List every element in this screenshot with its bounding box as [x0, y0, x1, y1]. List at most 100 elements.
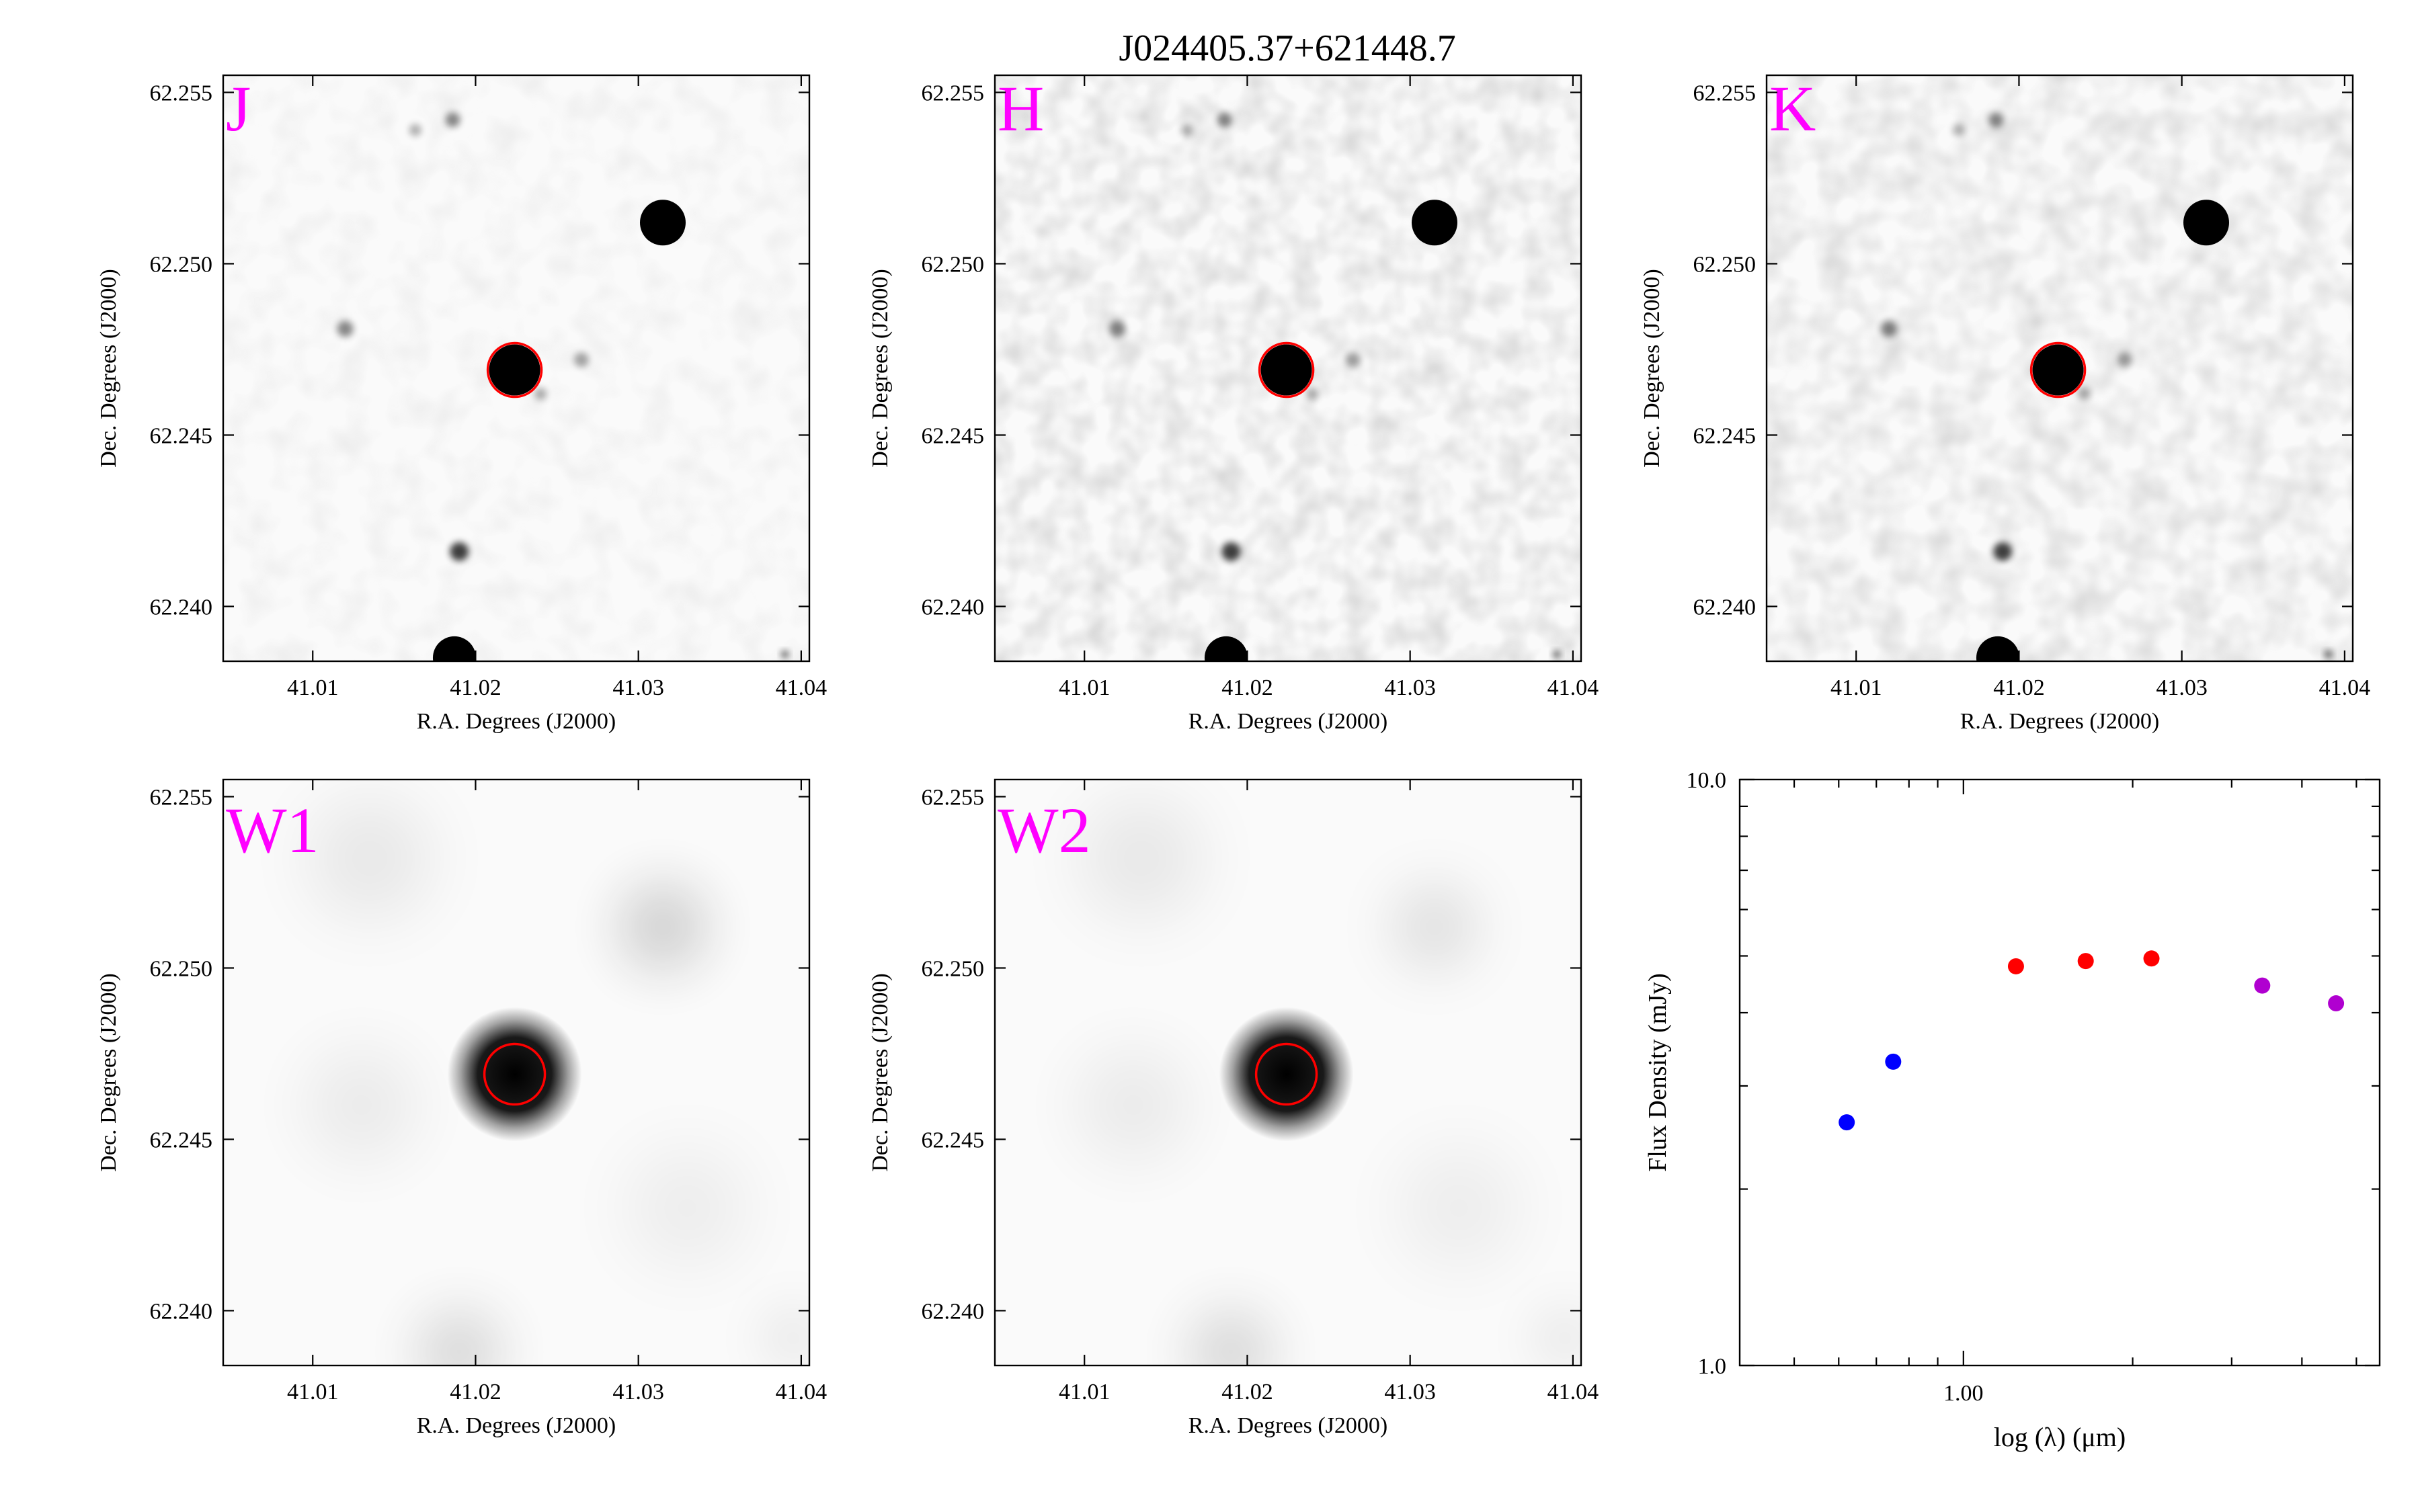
data-point-series2-1: [2007, 958, 2024, 974]
star-9: [780, 650, 789, 659]
panel-j: J 41.01 41.02 41.03 41.04 62.240 62.245 62.250 6…: [96, 73, 827, 734]
xtick-label: 41.04: [776, 675, 828, 700]
axes-frame: [1765, 74, 2354, 663]
data-point-series2-3: [2143, 950, 2160, 967]
star-2: [432, 636, 476, 661]
xtick-label: 41.03: [612, 675, 664, 700]
y-axis-label: Dec. Degrees (J2000): [868, 973, 893, 1172]
axes-frame: [1738, 778, 2381, 1367]
faint-source-4: [1524, 1298, 1581, 1366]
image-w1: [223, 780, 809, 1366]
star-7: [409, 124, 421, 136]
y-axis-label: Dec. Degrees (J2000): [868, 269, 893, 468]
xtick-label: 41.03: [1384, 675, 1436, 700]
xtick-label: 41.02: [450, 1380, 501, 1404]
ytick-label: 1.0: [1698, 1354, 1727, 1379]
xtick-label: 41.04: [776, 1380, 828, 1404]
target-aperture: [1258, 341, 1315, 398]
star-7: [1952, 124, 1965, 136]
panel-sed: 1.00 1.0 10.0 log (λ) (μm) Flux Density (mJy…: [1644, 768, 2381, 1452]
ytick-label: 62.250: [922, 252, 985, 277]
ytick-label: 62.240: [150, 595, 213, 620]
band-label-w1: W1: [226, 794, 319, 866]
faint-source-1: [1371, 863, 1498, 991]
star-5: [573, 352, 589, 368]
ytick-label: 62.240: [1693, 595, 1757, 620]
ytick-label: 62.240: [150, 1299, 213, 1324]
y-axis-label: Dec. Degrees (J2000): [1640, 269, 1664, 468]
band-label-h: H: [998, 73, 1044, 144]
star-5: [1345, 352, 1361, 368]
y-axis-label: Flux Density (mJy): [1644, 973, 1672, 1172]
ytick-label: 62.250: [1693, 252, 1757, 277]
x-axis-label: log (λ) (μm): [1994, 1422, 2126, 1452]
ytick-label: 62.250: [922, 956, 985, 981]
faint-source-2: [399, 1291, 520, 1366]
y-axis-label: Dec. Degrees (J2000): [96, 269, 121, 468]
ytick-label: 62.245: [922, 1128, 985, 1152]
panel-w1: W1 41.01 41.02 41.03 41.04 62.240 62.245 62.250…: [96, 778, 828, 1438]
star-3: [450, 542, 469, 561]
star-3: [1221, 542, 1241, 561]
ytick-label: 10.0: [1687, 768, 1727, 793]
faint-source-5: [274, 1017, 449, 1193]
xtick-label: 41.04: [1547, 675, 1599, 700]
ytick-label: 62.240: [922, 1299, 985, 1324]
target-source: [2032, 344, 2084, 396]
target-aperture: [1254, 1042, 1318, 1106]
star-1: [640, 200, 686, 246]
image-j: [223, 75, 809, 661]
star-6: [1217, 112, 1232, 128]
xtick-label: 41.02: [450, 675, 501, 700]
data-point-series2-2: [2077, 953, 2094, 970]
star-9: [2324, 650, 2333, 659]
xtick-label: 41.02: [1993, 675, 2045, 700]
data-point-series1-2: [1885, 1053, 1902, 1070]
x-axis-label: R.A. Degrees (J2000): [417, 1413, 616, 1438]
y-axis-label: Dec. Degrees (J2000): [96, 973, 121, 1172]
xtick-label: 41.02: [1221, 1380, 1273, 1404]
xtick-label: 41.03: [1384, 1380, 1436, 1404]
star-1: [1412, 200, 1457, 246]
xtick-label: 41.02: [1221, 675, 1273, 700]
faint-source-2: [1170, 1291, 1292, 1366]
xtick-label: 41.01: [1830, 675, 1882, 700]
star-8: [2078, 388, 2091, 401]
star-3: [1993, 542, 2013, 561]
image-w2: [995, 780, 1581, 1366]
axes-frame: [994, 74, 1582, 663]
star-2: [1204, 636, 1248, 661]
axes-frame: [222, 778, 811, 1367]
target-aperture: [486, 341, 543, 398]
xtick-label: 41.04: [2319, 675, 2371, 700]
xtick-label: 41.03: [612, 1380, 664, 1404]
star-9: [1552, 650, 1561, 659]
ytick-label: 62.250: [150, 956, 213, 981]
target-source: [1219, 1007, 1354, 1142]
xtick-label: 41.04: [1547, 1380, 1599, 1404]
data-point-series3-2: [2328, 995, 2345, 1012]
panels: J 41.01 41.02 41.03 41.04 62.240 62.245 62.250 6…: [96, 73, 2381, 1452]
panel-h: H 41.01 41.02 41.03 41.04 62.240 62.245 62.250 6…: [868, 73, 1599, 734]
x-axis-label: R.A. Degrees (J2000): [1188, 709, 1388, 734]
star-6: [1988, 112, 2004, 128]
star-8: [534, 388, 547, 401]
faint-source-3: [276, 780, 464, 953]
xtick-label: 41.01: [287, 675, 339, 700]
ytick-label: 62.245: [150, 1128, 213, 1152]
faint-source-3: [1047, 780, 1236, 953]
ytick-label: 62.255: [1693, 81, 1757, 106]
star-8: [1306, 388, 1319, 401]
ytick-label: 62.255: [150, 785, 213, 810]
axes-frame: [222, 74, 811, 663]
faint-source-4: [752, 1298, 809, 1366]
xtick-label: 1.00: [1943, 1381, 1984, 1406]
faint-source-6: [593, 1114, 782, 1302]
star-4: [1880, 321, 1897, 337]
ytick-label: 62.255: [150, 81, 213, 106]
ytick-label: 62.245: [150, 423, 213, 448]
xtick-label: 41.03: [2156, 675, 2208, 700]
data-point-series1-1: [1839, 1114, 1855, 1131]
faint-source-5: [1045, 1017, 1221, 1193]
